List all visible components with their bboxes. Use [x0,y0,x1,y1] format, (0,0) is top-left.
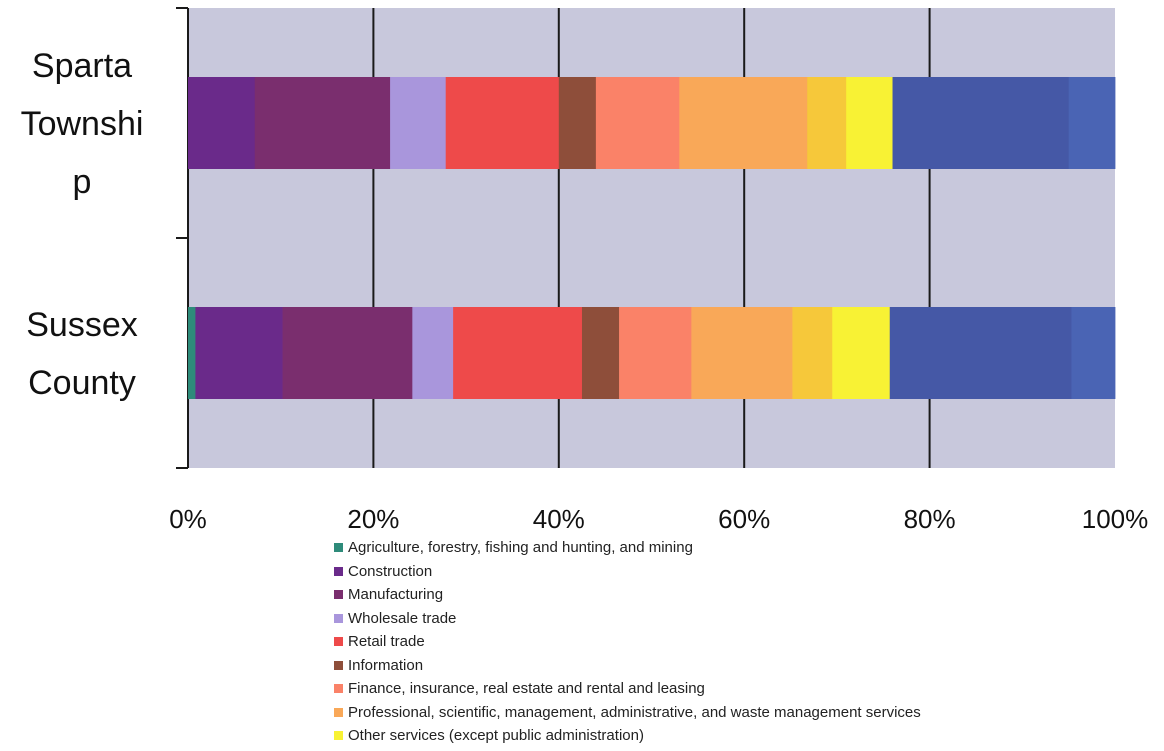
bar-segment [832,307,891,399]
category-label: Sparta Townshi p [21,47,144,201]
bar-segment [390,77,447,169]
legend-swatch [334,613,343,623]
legend-swatch [334,731,343,741]
bar-segment [889,307,1072,399]
legend-swatch [334,543,343,553]
legend-item: Construction [334,560,921,584]
bar-segment [445,77,560,169]
category-labels: Sparta Townshi p Sussex County [21,47,144,402]
legend-item: Finance, insurance, real estate and rent… [334,677,921,701]
x-axis-ticks: 0% 20% 40% 60% 80% 100% [169,504,1148,534]
bar-segment [188,77,256,169]
legend-label: Other services (except public administra… [348,727,644,745]
bar-segment [282,307,413,399]
legend-label: Construction [348,562,433,580]
legend-item: Wholesale trade [334,607,921,631]
bar-segment [254,77,391,169]
x-tick-label: 80% [904,504,956,534]
legend-item: Information [334,654,921,678]
legend-item: Professional, scientific, management, ad… [334,701,921,725]
legend-swatch [334,590,343,600]
bar-segment [846,77,893,169]
legend-label: Finance, insurance, real estate and rent… [348,680,705,698]
plot-area [176,7,1116,469]
legend-swatch [334,660,343,670]
bar-segment [1068,77,1116,169]
legend-swatch [334,684,343,694]
bar-segment [595,77,680,169]
bar-segment [892,77,1070,169]
legend-item: Other services (except public administra… [334,724,921,748]
legend-label: Manufacturing [348,586,444,604]
bar-segment [558,77,597,169]
legend-swatch [334,637,343,647]
legend-label: Agriculture, forestry, fishing and hunti… [348,539,693,557]
x-tick-label: 60% [718,504,770,534]
bar-segment [679,77,808,169]
legend-item: Agriculture, forestry, fishing and hunti… [334,536,921,560]
bar-segment [412,307,454,399]
category-label: Sussex County [26,306,138,402]
bar-segment [1071,307,1116,399]
legend: Agriculture, forestry, fishing and hunti… [334,536,921,748]
legend-swatch [334,566,343,576]
bar-segment [792,307,833,399]
x-tick-label: 40% [533,504,585,534]
x-tick-label: 20% [347,504,399,534]
legend-item: Retail trade [334,630,921,654]
bar-segment [619,307,692,399]
legend-swatch [334,707,343,717]
bar-segment [195,307,283,399]
bar-segment [807,77,847,169]
legend-item: Manufacturing [334,583,921,607]
x-tick-label: 100% [1082,504,1149,534]
bar-segment [453,307,583,399]
bar-segment [581,307,620,399]
x-tick-label: 0% [169,504,207,534]
legend-label: Information [348,656,424,674]
legend-label: Retail trade [348,633,425,651]
bar-segment [691,307,793,399]
legend-label: Professional, scientific, management, ad… [348,703,921,721]
legend-label: Wholesale trade [348,609,457,627]
bar-segment [188,307,196,399]
